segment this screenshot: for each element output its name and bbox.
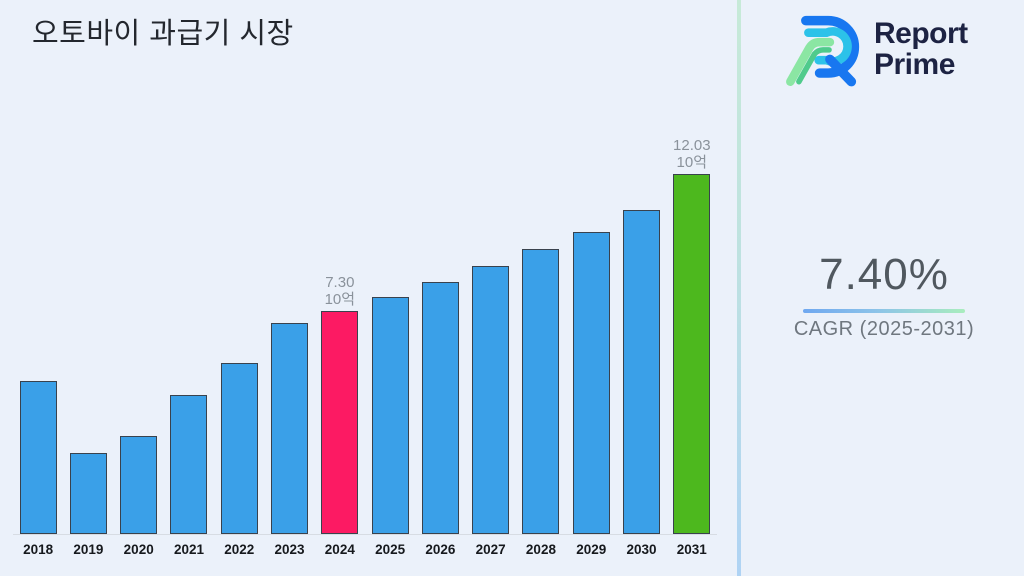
data-label-2031: 12.03 10억 (673, 137, 711, 171)
panel-divider (737, 0, 741, 576)
bar-2021 (170, 395, 208, 534)
x-tick-2028: 2028 (525, 542, 556, 557)
bar-slot-2020 (114, 140, 164, 534)
bar-2019 (69, 453, 107, 534)
bar-slot-2026 (415, 140, 465, 534)
page-title: 오토바이 과급기 시장 (32, 18, 294, 50)
cagr-underline (803, 309, 965, 313)
bar-slot-2022 (214, 140, 264, 534)
bar-2024 (321, 311, 359, 534)
bar-slot-2023 (264, 140, 314, 534)
bar-slot-2021 (164, 140, 214, 534)
bar-2028 (522, 249, 560, 534)
bar-2031 (673, 174, 711, 534)
x-tick-2023: 2023 (274, 542, 305, 557)
x-tick-2024: 2024 (324, 542, 355, 557)
bar-2018 (19, 381, 57, 534)
bar-slot-2029 (566, 140, 616, 534)
data-label-2024: 7.30 10억 (324, 274, 356, 308)
bar-2022 (220, 363, 258, 534)
brand-name-line1: Report (874, 17, 968, 50)
bar-slot-2028 (516, 140, 566, 534)
report-prime-logo-icon (786, 15, 860, 87)
cagr-label: CAGR (2025-2031) (793, 318, 975, 340)
x-tick-2030: 2030 (626, 542, 657, 557)
bar-2030 (623, 210, 661, 534)
cagr-stat: 7.40% CAGR (2025-2031) (759, 250, 1009, 341)
cagr-value: 7.40% (819, 250, 949, 299)
x-tick-2027: 2027 (475, 542, 506, 557)
bar-2025 (371, 297, 409, 534)
bar-2020 (120, 436, 158, 534)
bar-slot-2024: 7.30 10억 (315, 140, 365, 534)
x-tick-2025: 2025 (375, 542, 406, 557)
brand: Report Prime (780, 8, 968, 90)
bar-slot-2027 (466, 140, 516, 534)
x-axis-labels: 2018 2019 2020 2021 2022 2023 2024 2025 2026 2027… (13, 542, 717, 557)
x-tick-2029: 2029 (576, 542, 607, 557)
brand-name: Report Prime (874, 18, 968, 80)
x-tick-2018: 2018 (23, 542, 54, 557)
bar-2029 (572, 232, 610, 534)
market-bar-chart: 7.30 10억 12.03 10억 (13, 137, 717, 535)
bar-slot-2025 (365, 140, 415, 534)
bar-2026 (421, 282, 459, 534)
x-tick-2026: 2026 (425, 542, 456, 557)
bar-slot-2030 (616, 140, 666, 534)
bar-slot-2019 (63, 140, 113, 534)
bar-2023 (271, 323, 309, 534)
x-tick-2021: 2021 (173, 542, 204, 557)
x-tick-2022: 2022 (224, 542, 255, 557)
x-tick-2019: 2019 (73, 542, 104, 557)
brand-name-line2: Prime (874, 48, 955, 81)
bar-slot-2031: 12.03 10억 (667, 137, 717, 534)
bar-2027 (472, 266, 510, 534)
bar-slot-2018 (13, 140, 63, 534)
x-tick-2020: 2020 (123, 542, 154, 557)
x-tick-2031: 2031 (676, 542, 707, 557)
